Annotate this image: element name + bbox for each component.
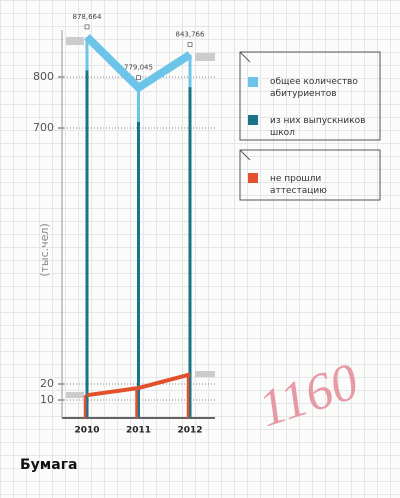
marker xyxy=(187,42,193,48)
y-axis-label: (тыс.чел) xyxy=(38,223,51,277)
highlight xyxy=(195,371,215,377)
legend-panel xyxy=(239,51,381,141)
brand: Бумага xyxy=(20,457,77,473)
x-tick-label: 2011 xyxy=(126,426,151,436)
value-label: 779,045 xyxy=(124,64,153,72)
series-line xyxy=(84,34,193,93)
highlight xyxy=(66,392,84,398)
highlight xyxy=(66,37,84,45)
legend-label: из них выпускников школ xyxy=(270,116,366,138)
series-line xyxy=(86,372,191,398)
legend-swatch xyxy=(248,173,258,183)
value-label: 878,664 xyxy=(73,13,102,21)
legend-panel xyxy=(239,149,381,201)
y-tick-label: 10 xyxy=(40,393,54,406)
x-tick-label: 2012 xyxy=(177,426,202,436)
y-tick-label: 800 xyxy=(33,70,54,83)
legend-swatch xyxy=(248,115,258,125)
highlight xyxy=(195,53,215,61)
value-label: 843,766 xyxy=(176,31,205,39)
marker xyxy=(84,24,90,30)
legend-label: не прошли аттестацию xyxy=(270,174,327,196)
x-tick-label: 2010 xyxy=(74,426,99,436)
annotation: 1160 xyxy=(252,353,365,438)
legend-label: общее количество абитуриентов xyxy=(270,77,358,99)
y-tick-label: 700 xyxy=(33,121,54,134)
y-tick-label: 20 xyxy=(40,377,54,390)
legend-swatch xyxy=(248,77,258,87)
marker xyxy=(136,75,141,81)
